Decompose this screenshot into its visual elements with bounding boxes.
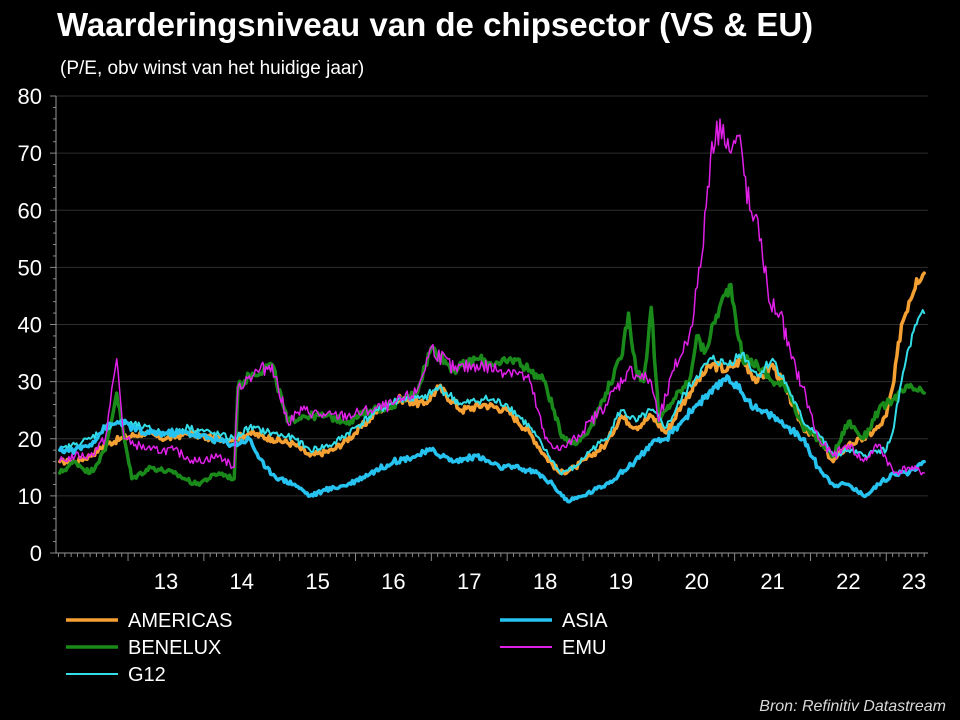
y-tick-label: 70 <box>18 141 42 166</box>
series-line-emu <box>59 118 925 476</box>
x-tick-label: 23 <box>902 569 926 594</box>
legend-label-emu: EMU <box>562 637 606 659</box>
legend-label-americas: AMERICAS <box>128 610 232 632</box>
y-tick-label: 50 <box>18 255 42 280</box>
x-tick-label: 15 <box>305 569 329 594</box>
x-tick-label: 22 <box>836 569 860 594</box>
x-tick-label: 13 <box>154 569 178 594</box>
legend-label-g12: G12 <box>128 664 166 686</box>
legend: AMERICAS BENELUX G12 ASIA EMU <box>66 610 608 686</box>
x-tick-label: 20 <box>684 569 708 594</box>
source-note: Bron: Refinitiv Datastream <box>759 698 946 715</box>
legend-label-benelux: BENELUX <box>128 637 221 659</box>
series-line-benelux <box>58 282 926 487</box>
y-tick-label: 60 <box>18 198 42 223</box>
x-tick-label: 19 <box>609 569 633 594</box>
legend-label-asia: ASIA <box>562 610 608 632</box>
series-line-americas <box>58 271 926 476</box>
y-tick-label: 0 <box>30 541 42 566</box>
x-tick-label: 14 <box>230 569 254 594</box>
y-tick-label: 40 <box>18 313 42 338</box>
y-tick-label: 30 <box>18 370 42 395</box>
y-tick-label: 20 <box>18 427 42 452</box>
y-tick-label: 10 <box>18 484 42 509</box>
series-line-g12 <box>58 309 926 476</box>
series-line-asia <box>58 374 926 504</box>
axes: 0 10 20 30 40 50 60 70 80 13 14 15 16 17 18 19 20 21 22 23 <box>18 84 928 594</box>
x-tick-label: 17 <box>457 569 481 594</box>
gridlines <box>56 95 928 497</box>
x-tick-label: 18 <box>533 569 557 594</box>
chart-subtitle: (P/E, obv winst van het huidige jaar) <box>60 58 365 79</box>
y-tick-label: 80 <box>18 84 42 109</box>
series-lines <box>58 118 926 504</box>
x-tick-label: 21 <box>760 569 784 594</box>
chart-title: Waarderingsniveau van de chipsector (VS … <box>57 6 814 43</box>
x-tick-label: 16 <box>381 569 405 594</box>
